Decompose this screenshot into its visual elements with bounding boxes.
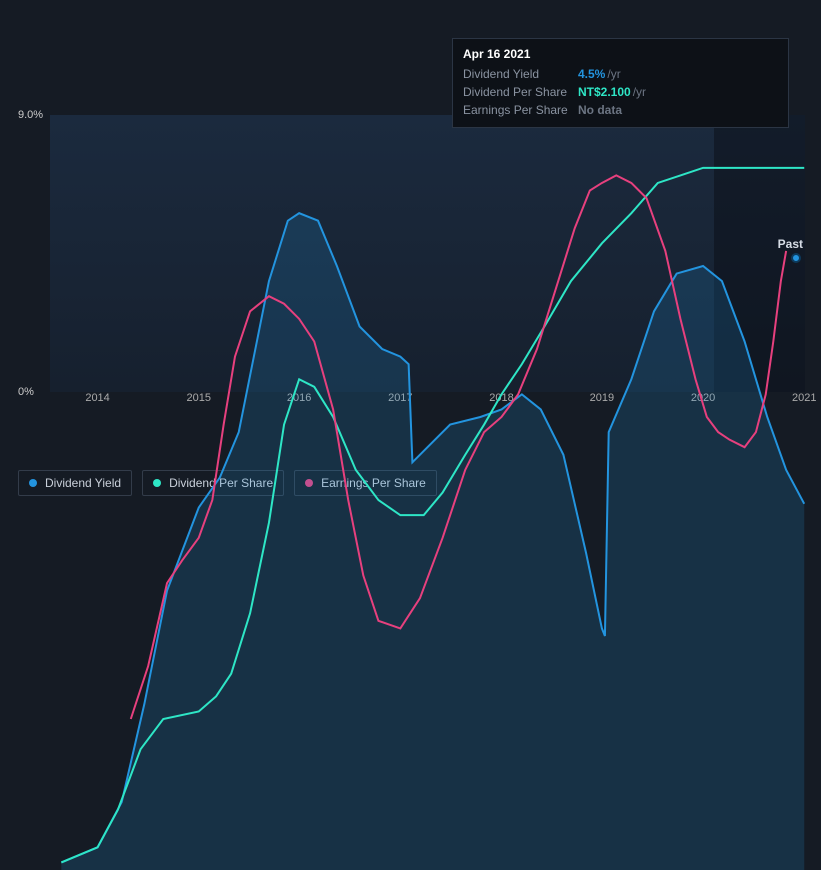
tooltip-row-value: 4.5%/yr xyxy=(578,65,621,83)
chart-tooltip: Apr 16 2021 Dividend Yield4.5%/yrDividen… xyxy=(452,38,789,128)
chart-lines-svg xyxy=(50,115,805,870)
tooltip-row: Earnings Per ShareNo data xyxy=(463,101,778,119)
tooltip-row-label: Dividend Yield xyxy=(463,65,578,83)
past-marker-dot xyxy=(791,253,801,263)
tooltip-row-unit: /yr xyxy=(607,67,620,81)
tooltip-row: Dividend Yield4.5%/yr xyxy=(463,65,778,83)
tooltip-row: Dividend Per ShareNT$2.100/yr xyxy=(463,83,778,101)
tooltip-row-label: Dividend Per Share xyxy=(463,83,578,101)
tooltip-row-unit: /yr xyxy=(633,85,646,99)
y-tick-max: 9.0% xyxy=(18,109,43,121)
tooltip-date: Apr 16 2021 xyxy=(463,47,778,61)
legend-swatch xyxy=(29,479,37,487)
tooltip-row-value: No data xyxy=(578,101,622,119)
tooltip-row-value: NT$2.100/yr xyxy=(578,83,646,101)
dividend-chart: Apr 16 2021 Dividend Yield4.5%/yrDividen… xyxy=(18,0,805,460)
tooltip-row-label: Earnings Per Share xyxy=(463,101,578,119)
past-label: Past xyxy=(778,237,803,251)
plot-area[interactable]: Past xyxy=(50,115,805,392)
y-tick-min: 0% xyxy=(18,386,34,398)
